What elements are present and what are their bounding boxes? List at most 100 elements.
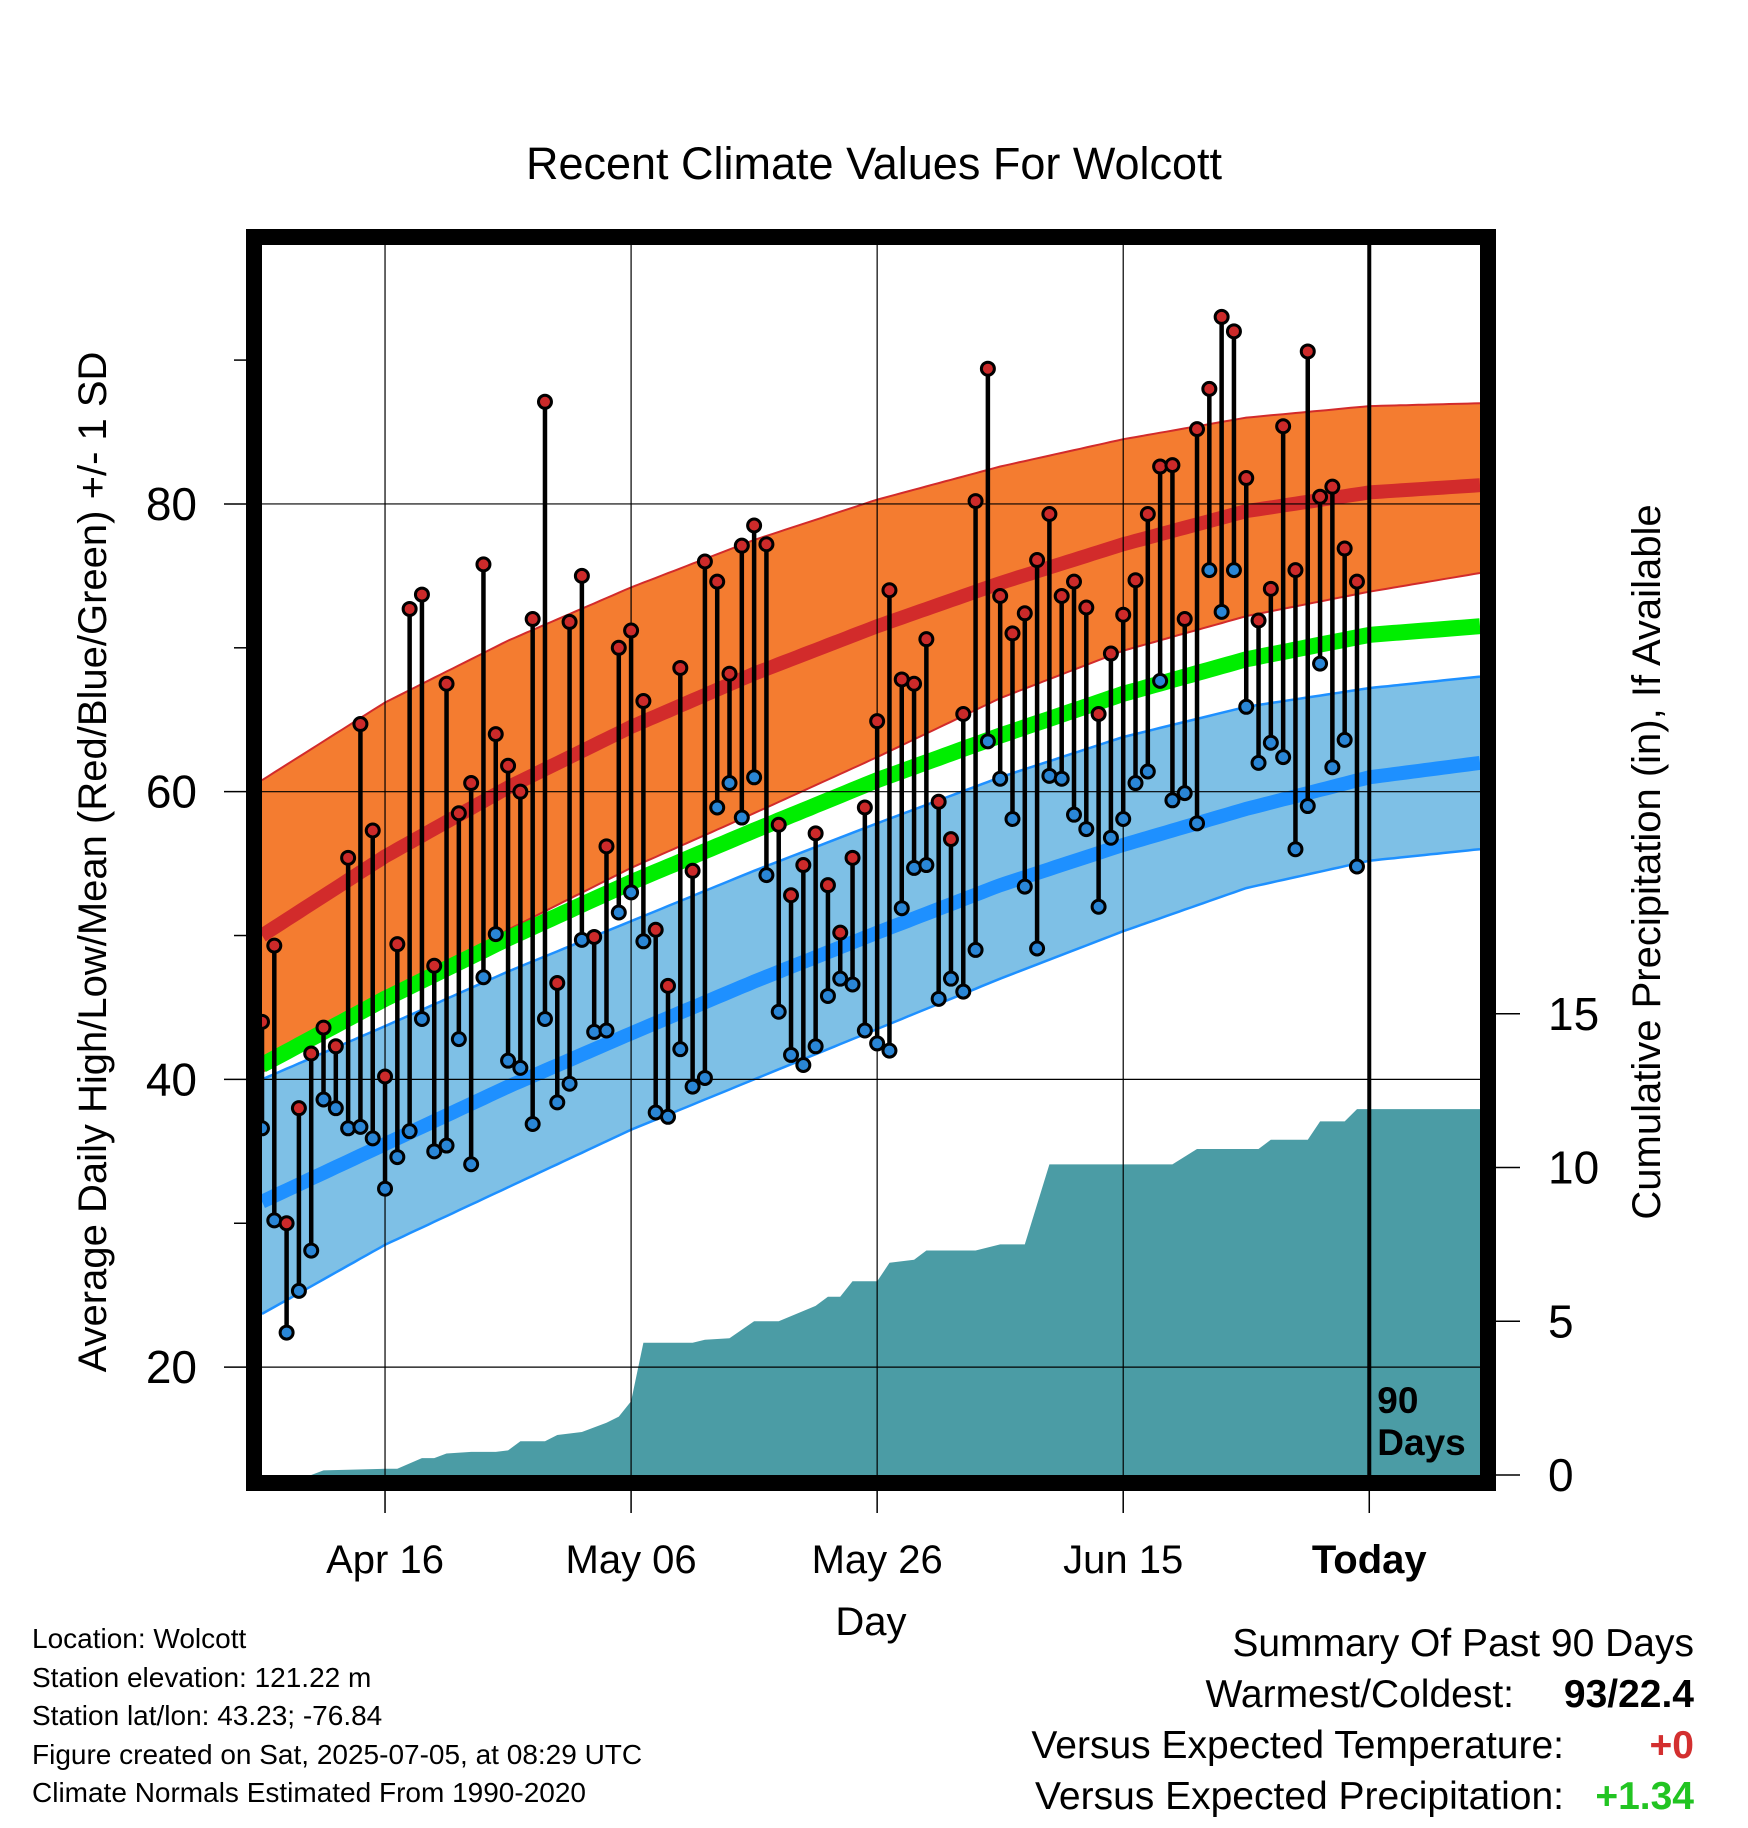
high-point (266, 937, 283, 954)
high-point (1053, 588, 1070, 605)
low-point (561, 1075, 578, 1092)
high-point (758, 536, 775, 553)
low-point (536, 1010, 553, 1027)
low-point (1225, 562, 1242, 579)
high-point (1324, 478, 1341, 495)
low-point (1127, 775, 1144, 792)
high-point (881, 582, 898, 599)
high-point (623, 622, 640, 639)
high-point (918, 631, 935, 648)
low-point (1262, 734, 1279, 751)
low-sd-upper-line (261, 675, 1481, 1081)
high-point (426, 957, 443, 974)
high-point (561, 613, 578, 630)
low-point (942, 970, 959, 987)
chart-title: Recent Climate Values For Wolcott (525, 138, 1223, 189)
high-point (783, 887, 800, 904)
low-point (598, 1022, 615, 1039)
low-point (1201, 562, 1218, 579)
high-point (660, 977, 676, 994)
low-point (1213, 603, 1230, 620)
low-point (1016, 878, 1033, 895)
high-point (1312, 488, 1329, 505)
low-point (1090, 898, 1107, 915)
y2-tick-label: 10 (1548, 1142, 1599, 1194)
summary-row-precip: Versus Expected Precipitation: +1.34 (1031, 1771, 1694, 1822)
x-tick-label: Apr 16 (326, 1538, 444, 1582)
low-point (1250, 754, 1267, 771)
low-point (438, 1137, 455, 1154)
station-info: Location: Wolcott Station elevation: 121… (32, 1620, 642, 1813)
low-point (721, 775, 738, 792)
high-point (364, 822, 381, 839)
high-point (549, 975, 566, 991)
summary-row-temp: Versus Expected Temperature: +0 (1031, 1720, 1694, 1771)
high-point (1090, 705, 1107, 722)
high-point (327, 1038, 344, 1055)
today-days-label: 90 (1377, 1380, 1418, 1421)
summary-row-warmest: Warmest/Coldest: 93/22.4 (1031, 1669, 1694, 1720)
low-point (1152, 672, 1169, 689)
summary-panel: Summary Of Past 90 Days Warmest/Coldest:… (1031, 1618, 1694, 1822)
low-point (869, 1035, 886, 1052)
low-point (795, 1057, 812, 1073)
low-point (463, 1156, 480, 1173)
high-point (536, 393, 553, 410)
low-point (389, 1149, 406, 1166)
low-point (278, 1324, 295, 1341)
high-point (389, 936, 406, 953)
low-point (1115, 811, 1132, 827)
low-point (1312, 655, 1329, 672)
high-point (746, 517, 763, 534)
low-point (450, 1031, 467, 1048)
low-point (1053, 770, 1070, 787)
low-point (832, 970, 849, 987)
high-point (475, 556, 492, 573)
low-mean-line (259, 755, 1481, 1209)
low-point (377, 1180, 394, 1197)
high-point (463, 775, 480, 792)
low-point (770, 1003, 787, 1020)
high-point (598, 838, 615, 855)
y-axis-title: Average Daily High/Low/Mean (Red/Blue/Gr… (71, 352, 115, 1373)
low-point (500, 1052, 517, 1069)
high-sd-band (262, 403, 1480, 1073)
y-tick-label: 80 (146, 478, 197, 530)
low-point (512, 1059, 529, 1076)
low-point (1078, 821, 1095, 838)
high-point (819, 877, 836, 894)
temp-anomaly-label: Versus Expected Temperature: (1031, 1724, 1564, 1767)
high-point (795, 857, 812, 874)
high-point (1213, 308, 1230, 325)
latlon-text: Station lat/lon: 43.23; -76.84 (32, 1700, 383, 1731)
high-point (352, 716, 369, 733)
high-point (586, 928, 603, 945)
high-point (635, 693, 652, 710)
high-point (1016, 605, 1033, 622)
high-point (413, 586, 430, 603)
low-point (1336, 731, 1353, 748)
low-point (992, 770, 1009, 787)
low-point (709, 799, 726, 816)
high-point (1201, 380, 1218, 397)
low-point (549, 1094, 566, 1111)
low-point (893, 900, 910, 917)
high-point (278, 1215, 295, 1232)
low-point (1164, 792, 1181, 809)
high-point (721, 665, 738, 682)
low-point (475, 969, 492, 986)
high-point (856, 799, 873, 816)
high-point (906, 675, 923, 692)
low-point (1004, 811, 1021, 827)
high-point (610, 639, 627, 656)
high-point (1139, 506, 1156, 523)
high-point (573, 567, 590, 584)
high-point (450, 805, 467, 822)
high-point (401, 600, 418, 617)
high-point (696, 553, 713, 570)
low-point (881, 1042, 898, 1059)
low-point (1287, 841, 1304, 858)
high-point (1127, 572, 1144, 589)
y-tick-label: 60 (146, 766, 197, 818)
